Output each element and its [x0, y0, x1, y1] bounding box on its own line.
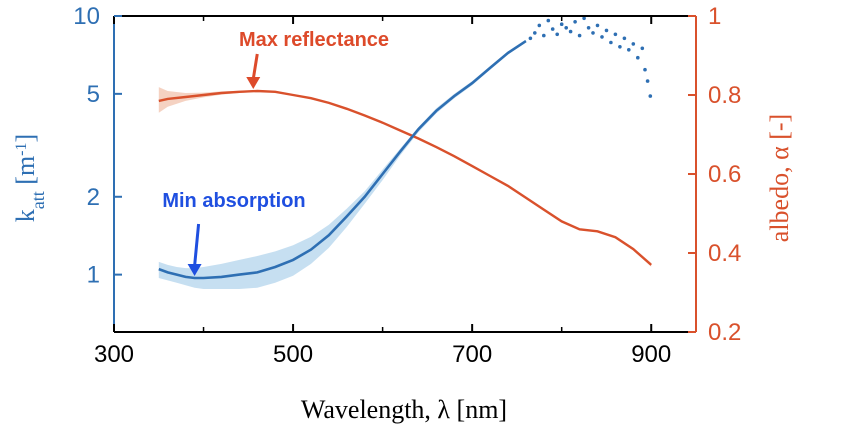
axes: [113, 15, 697, 333]
katt-scatter-point: [600, 35, 604, 39]
min-absorption-arrow-icon: [187, 223, 202, 277]
annotation-max-reflectance-text: Max reflectance: [239, 29, 389, 51]
x-tick-label: 300: [94, 341, 134, 368]
katt-scatter-point: [577, 33, 582, 38]
katt-scatter-point: [564, 26, 568, 30]
katt-line: [158, 40, 527, 280]
right-y-axis-title: albedo, α [-]: [765, 114, 794, 242]
katt-scatter-point: [609, 40, 613, 45]
katt-scatter-point: [645, 79, 650, 83]
tick-marks: [113, 15, 696, 333]
katt-scatter-point: [568, 29, 573, 34]
left-y-axis-title-main: k: [11, 209, 40, 222]
left-y-axis-title-unit-close: ]: [11, 134, 40, 143]
katt-scatter-point: [528, 36, 533, 41]
confidence-bands: [158, 39, 652, 290]
katt-scatter-point: [648, 94, 653, 98]
katt-scatter-point: [573, 20, 577, 24]
katt-scatter-point: [537, 23, 542, 28]
annotation-min-absorption: Min absorption: [162, 190, 305, 212]
x-tick-label: 500: [273, 341, 313, 368]
katt-scatter-point: [555, 32, 559, 37]
katt-scatter-point: [622, 36, 627, 41]
albedo-confidence-band: [158, 87, 652, 267]
left-y-axis-title-sub: att: [28, 191, 48, 209]
katt-scatter-point: [618, 45, 622, 49]
annotation-max-reflectance: Max reflectance: [239, 29, 389, 51]
x-tick-label: 900: [631, 341, 671, 368]
katt-scatter-point: [631, 42, 636, 46]
albedo-line: [158, 89, 652, 266]
series-lines: [158, 40, 652, 280]
right-y-tick-label: 0.4: [708, 240, 741, 267]
right-y-tick-label: 0.6: [708, 161, 741, 188]
scatter-points: [528, 16, 653, 98]
right-y-tick-label: 0.8: [708, 82, 741, 109]
katt-scatter-point: [640, 46, 645, 51]
left-y-tick-label: 2: [87, 184, 100, 211]
left-y-axis-title: katt [m-1]: [11, 134, 48, 222]
katt-scatter-point: [604, 28, 609, 33]
max-reflectance-arrow-icon: [246, 53, 261, 90]
left-y-tick-label: 10: [73, 3, 100, 30]
left-y-tick-label: 5: [87, 81, 100, 108]
left-y-axis-title-unit-open: [m: [11, 156, 40, 191]
katt-scatter-point: [559, 22, 564, 27]
katt-scatter-point: [542, 33, 546, 38]
katt-scatter-point: [546, 18, 551, 23]
katt-scatter-point: [643, 67, 647, 72]
right-y-tick-label: 1: [708, 3, 721, 30]
left-y-tick-label: 1: [87, 262, 100, 289]
katt-scatter-point: [586, 26, 591, 30]
right-y-tick-label: 0.2: [708, 319, 741, 346]
katt-scatter-point: [582, 16, 586, 21]
x-tick-label: 700: [452, 341, 492, 368]
left-y-axis-title-unit-sup: -1: [13, 142, 30, 155]
katt-scatter-point: [591, 31, 595, 35]
katt-scatter-point: [613, 32, 618, 37]
x-axis-title: Wavelength, λ [nm]: [301, 395, 507, 424]
katt-scatter-point: [550, 27, 555, 31]
katt-scatter-point: [627, 48, 631, 52]
katt-scatter-point: [533, 31, 537, 35]
annotation-min-absorption-text: Min absorption: [162, 190, 305, 212]
katt-scatter-point: [636, 55, 640, 60]
katt-scatter-point: [595, 23, 600, 28]
